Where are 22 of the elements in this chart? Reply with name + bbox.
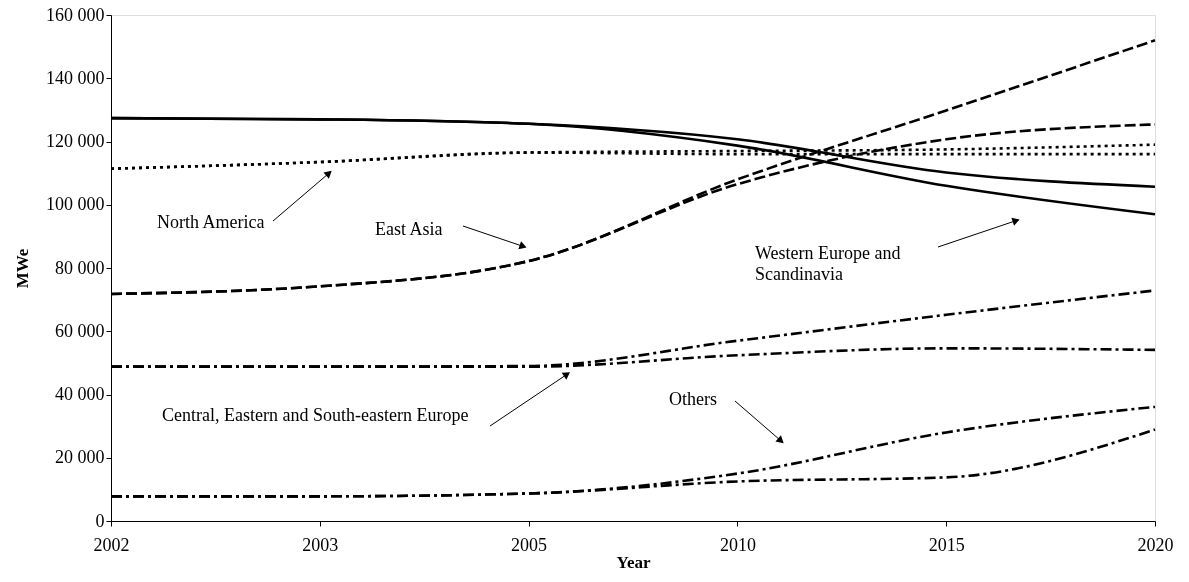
y-tick-label: 80 000 [55, 257, 105, 278]
y-axis-title: MWe [13, 248, 32, 289]
annotation: East Asia [375, 219, 443, 239]
y-tick-label: 100 000 [46, 194, 105, 215]
x-axis-title: Year [616, 552, 651, 572]
annotation: Western Europe and Scandinavia [755, 243, 901, 284]
y-tick-label: 140 000 [46, 67, 105, 88]
y-tick-label: 0 [95, 510, 105, 531]
x-tick-label: 2010 [719, 534, 756, 555]
y-tick-label: 160 000 [46, 4, 105, 25]
x-tick-label: 2015 [928, 534, 965, 555]
x-tick-label: 2002 [93, 534, 130, 555]
annotation: Central, Eastern and South-eastern Europe [162, 405, 469, 425]
x-tick-label: 2020 [1137, 534, 1174, 555]
y-tick-label: 40 000 [55, 384, 105, 404]
x-tick-label: 2005 [511, 534, 548, 555]
y-tick-label: 120 000 [46, 131, 105, 151]
y-tick-label: 60 000 [55, 320, 105, 341]
y-tick-label: 20 000 [55, 447, 105, 468]
annotation: Others [669, 389, 717, 409]
x-tick-label: 2003 [302, 534, 339, 555]
annotation: North America [157, 212, 265, 232]
